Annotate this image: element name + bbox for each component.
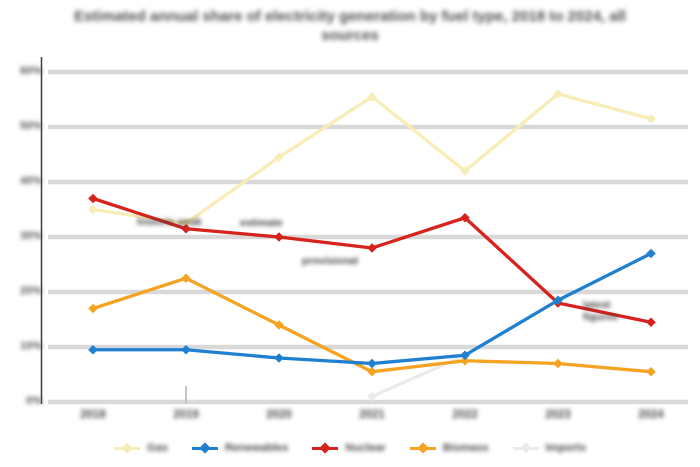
- legend-diamond-icon: [417, 442, 429, 454]
- y-axis-label: 60%: [19, 65, 42, 77]
- legend-diamond-icon: [519, 442, 532, 454]
- legend-item-biomass: Biomass: [409, 442, 489, 454]
- legend-line-swatch: [191, 442, 218, 454]
- legend-line-swatch: [512, 442, 539, 454]
- y-axis-label: 20%: [19, 285, 42, 297]
- legend-item-nuclear: Nuclear: [312, 442, 386, 454]
- x-axis-label: 2018: [80, 409, 106, 421]
- legend-diamond-icon: [121, 442, 133, 454]
- data-point-diamond: [88, 204, 98, 215]
- x-axis-label: 2020: [266, 409, 292, 421]
- y-axis-label: 40%: [19, 175, 42, 187]
- legend-line-swatch: [312, 442, 339, 454]
- data-point-diamond: [646, 113, 656, 124]
- y-axis-label: 0%: [26, 395, 42, 407]
- x-axis-label: 2023: [545, 409, 571, 421]
- series-line-gas: [91, 92, 653, 225]
- data-point-diamond: [553, 358, 563, 369]
- legend-line-swatch: [114, 442, 141, 454]
- data-point-diamond: [181, 223, 191, 234]
- legend-label: Imports: [545, 442, 586, 454]
- annotation-label: historic peak: [137, 216, 202, 228]
- data-point-diamond: [646, 366, 656, 377]
- legend-label: Nuclear: [345, 442, 386, 454]
- data-point-diamond: [367, 358, 377, 369]
- x-axis-label: 2024: [638, 409, 664, 421]
- legend-diamond-icon: [319, 442, 332, 454]
- x-axis-label: 2019: [173, 409, 199, 421]
- legend-line-swatch: [409, 442, 436, 454]
- chart-title-line2: sources: [321, 27, 379, 44]
- data-point-diamond: [274, 353, 284, 363]
- y-axis-label: 50%: [19, 120, 42, 132]
- legend: Gas Renewables Nuclear Biomass Imports: [0, 438, 700, 458]
- legend-label: Biomass: [442, 442, 489, 454]
- data-point-diamond: [88, 303, 98, 314]
- annotation-label: latest figures: [583, 299, 619, 323]
- data-point-diamond: [88, 193, 98, 204]
- legend-item-imports: Imports: [512, 442, 586, 454]
- x-axis-label: 2021: [359, 409, 385, 421]
- y-axis-label: 30%: [19, 230, 42, 242]
- chart-title: Estimated annual share of electricity ge…: [20, 7, 680, 45]
- annotation-label: provisional: [302, 255, 359, 267]
- chart-title-line1: Estimated annual share of electricity ge…: [74, 8, 626, 25]
- legend-diamond-icon: [199, 442, 211, 454]
- data-point-diamond: [181, 218, 191, 229]
- data-point-diamond: [646, 317, 656, 328]
- legend-item-gas: Gas: [114, 442, 168, 454]
- legend-label: Renewables: [224, 442, 289, 454]
- data-point-diamond: [274, 232, 284, 242]
- x-axis-label: 2022: [452, 409, 478, 421]
- data-point-diamond: [367, 243, 377, 253]
- legend-label: Gas: [147, 442, 168, 454]
- legend-item-renewables: Renewables: [191, 442, 289, 454]
- y-axis-label: 10%: [19, 340, 42, 352]
- annotation-label: estimate: [240, 217, 283, 229]
